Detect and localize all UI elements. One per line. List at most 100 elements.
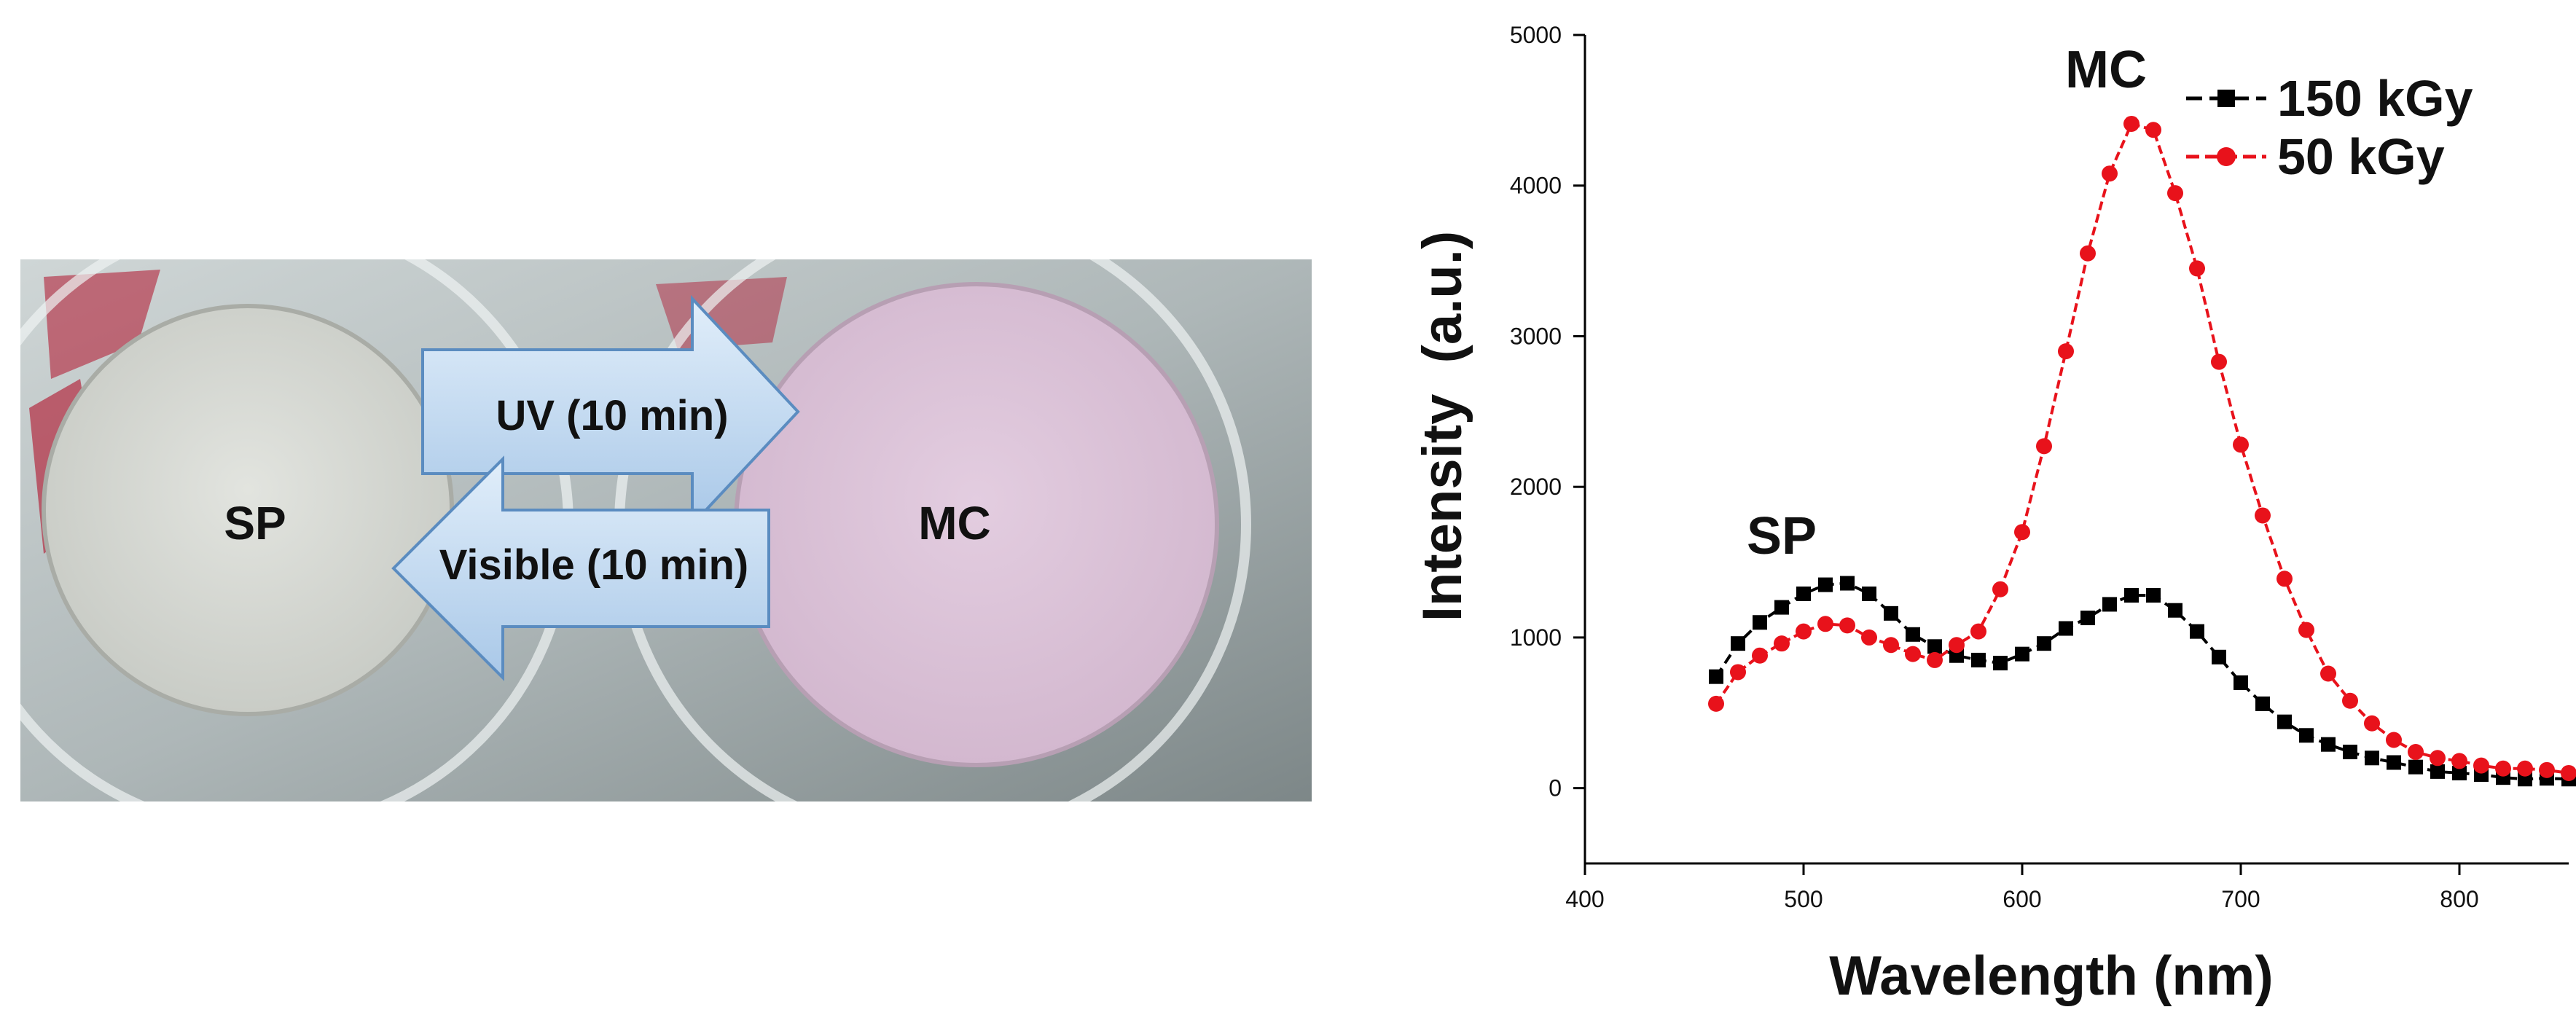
series-layer	[1708, 115, 2576, 787]
data-point	[2145, 122, 2161, 138]
x-tick-label: 600	[2003, 886, 2041, 912]
data-point	[2080, 245, 2096, 262]
data-point	[2058, 343, 2074, 360]
data-point	[2233, 436, 2249, 453]
data-point	[2430, 764, 2445, 779]
data-point	[2080, 611, 2095, 626]
y-tick-label: 2000	[1510, 474, 1562, 500]
data-point	[2561, 764, 2576, 781]
data-point	[2408, 759, 2423, 775]
data-point	[2036, 438, 2052, 455]
data-point	[1708, 695, 1724, 712]
data-point	[2321, 737, 2336, 752]
chart-axes: 400 500 600 700 800 0 1000 2000 3000 4000 5000	[1510, 22, 2569, 912]
data-point	[2234, 675, 2248, 690]
data-point	[2211, 353, 2227, 370]
data-point	[1818, 577, 1833, 592]
data-point	[1753, 615, 1767, 630]
series-0	[1709, 576, 2576, 787]
data-point	[2037, 636, 2051, 651]
y-tick-label: 0	[1549, 775, 1562, 801]
data-point	[2190, 624, 2204, 639]
y-tick-label: 4000	[1510, 173, 1562, 199]
visible-arrow-label: Visible (10 min)	[439, 541, 748, 589]
data-point	[2495, 760, 2511, 777]
x-tick-label: 800	[2440, 886, 2478, 912]
data-point	[2408, 744, 2424, 761]
series-line	[1715, 581, 2569, 781]
mc-annotation: MC	[2065, 41, 2147, 99]
visible-arrow	[391, 455, 770, 681]
data-point	[1709, 669, 1723, 684]
data-point	[2146, 588, 2161, 603]
data-point	[1993, 656, 2008, 671]
data-point	[1862, 586, 1876, 601]
x-tick-label: 700	[2221, 886, 2260, 912]
red-print-mark	[44, 270, 160, 379]
mc-label: MC	[918, 497, 991, 549]
data-point	[1730, 664, 1746, 681]
data-point	[2364, 715, 2380, 732]
data-point	[2342, 692, 2358, 709]
uv-arrow-label: UV (10 min)	[496, 392, 728, 439]
legend-label: 150 kGy	[2277, 70, 2473, 127]
data-point	[2452, 765, 2467, 780]
y-tick-label: 5000	[1510, 22, 1562, 48]
data-point	[2189, 260, 2205, 277]
data-point	[1840, 576, 1855, 591]
data-point	[2124, 588, 2139, 603]
data-point	[1971, 652, 1986, 667]
data-point	[2451, 753, 2467, 769]
data-point	[1839, 617, 1855, 634]
data-point	[2276, 571, 2293, 587]
series-1	[1708, 115, 2576, 781]
data-point	[1883, 637, 1899, 654]
x-tick-label: 500	[1784, 886, 1823, 912]
data-point	[2014, 524, 2030, 541]
data-point	[1927, 651, 1943, 668]
data-point	[1906, 627, 1920, 642]
data-point	[2059, 621, 2073, 636]
data-point	[1796, 623, 1812, 640]
data-point	[1774, 635, 1790, 652]
data-point	[1927, 639, 1942, 654]
legend-marker	[2217, 90, 2235, 107]
data-point	[2277, 714, 2292, 729]
data-point	[2123, 115, 2140, 132]
series-line	[1715, 122, 2569, 775]
y-tick-label: 1000	[1510, 624, 1562, 651]
sp-label: SP	[224, 497, 286, 549]
data-point	[1774, 600, 1789, 615]
data-point	[2365, 750, 2379, 766]
data-point	[2539, 761, 2555, 778]
data-point	[1949, 637, 1965, 654]
data-point	[2320, 665, 2336, 682]
data-point	[1796, 586, 1811, 601]
legend-label: 50 kGy	[2277, 128, 2445, 185]
data-point	[2255, 696, 2270, 711]
data-point	[2343, 745, 2357, 760]
sp-annotation: SP	[1747, 507, 1817, 565]
data-point	[2387, 755, 2401, 770]
data-point	[1970, 623, 1986, 640]
x-tick-label: 400	[1565, 886, 1604, 912]
data-point	[1992, 581, 2008, 597]
data-point	[2212, 649, 2226, 665]
x-axis-label: Wavelength (nm)	[1829, 945, 2273, 1007]
data-point	[2255, 507, 2271, 524]
legend-marker	[2217, 147, 2236, 166]
data-point	[2473, 757, 2489, 774]
data-point	[2298, 622, 2314, 638]
data-point	[2168, 603, 2182, 618]
data-point	[1817, 616, 1833, 632]
y-axis-label: Intensity (a.u.)	[1412, 231, 1473, 622]
data-point	[2517, 760, 2533, 777]
data-point	[2102, 597, 2117, 612]
data-point	[2386, 732, 2402, 748]
data-point	[1861, 629, 1877, 646]
data-point	[1884, 605, 1898, 621]
data-point	[2299, 728, 2314, 743]
data-point	[1752, 647, 1768, 664]
